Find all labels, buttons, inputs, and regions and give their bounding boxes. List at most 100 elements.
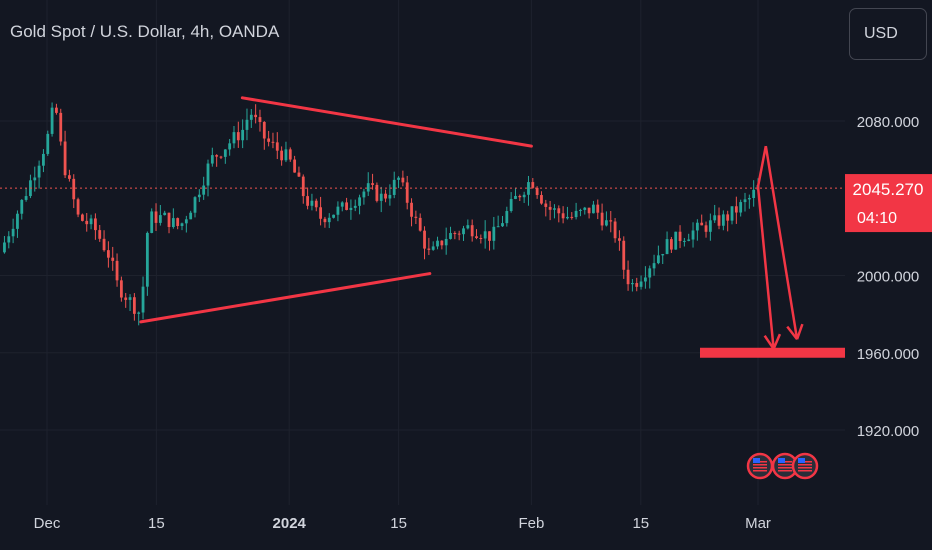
candle-body xyxy=(236,132,240,141)
candle-body xyxy=(184,219,188,224)
candle-body xyxy=(163,212,167,216)
candle-body xyxy=(674,231,678,250)
candle-body xyxy=(202,185,206,195)
candle-body xyxy=(150,211,154,233)
candle-body xyxy=(743,199,747,203)
horizontal-level-annotation[interactable] xyxy=(700,347,845,358)
candle-body xyxy=(734,206,738,213)
candle-body xyxy=(644,277,647,282)
candle-body xyxy=(726,214,730,221)
arrow-annotation[interactable] xyxy=(764,145,799,340)
arrowhead xyxy=(772,333,782,350)
arrowhead xyxy=(763,334,775,350)
candle-body xyxy=(449,233,452,239)
candle-body xyxy=(570,216,574,218)
candle-body xyxy=(583,207,587,210)
candle-body xyxy=(553,208,556,210)
candle-body xyxy=(176,218,180,226)
candle-body xyxy=(566,216,569,219)
candle-body xyxy=(721,214,725,226)
candle-body xyxy=(336,206,340,215)
candle-body xyxy=(7,236,11,243)
candle-body xyxy=(93,218,97,231)
last-price-tag xyxy=(845,174,932,233)
trendline-annotation[interactable] xyxy=(240,96,533,148)
candle-body xyxy=(700,222,704,226)
candle-body xyxy=(319,207,322,219)
candle-body xyxy=(730,206,734,221)
candle-body xyxy=(600,212,604,226)
candle-body xyxy=(145,232,149,287)
candle-body xyxy=(68,175,71,179)
candle-body xyxy=(704,225,708,232)
flag-stripe xyxy=(753,464,767,466)
candle-body xyxy=(397,177,400,180)
candle-body xyxy=(423,230,426,249)
flag-stripe xyxy=(753,470,767,472)
candle-body xyxy=(293,159,297,173)
candle-body xyxy=(648,268,652,278)
candle-body xyxy=(747,197,751,200)
candle-body xyxy=(527,182,530,195)
candle-body xyxy=(3,242,6,253)
candle-body xyxy=(505,211,509,224)
arrow-annotation[interactable] xyxy=(756,186,775,350)
flag-stripe xyxy=(798,464,812,466)
candle-body xyxy=(111,257,115,261)
candle-body xyxy=(59,112,63,142)
candle-body xyxy=(379,193,383,201)
candle-body xyxy=(262,121,266,139)
candle-body xyxy=(574,210,578,218)
us-flag-event-icon[interactable] xyxy=(746,452,774,480)
candle-body xyxy=(665,239,669,255)
candle-body xyxy=(124,297,128,300)
candle-body xyxy=(535,187,539,196)
candle-body xyxy=(691,230,695,240)
candle-body xyxy=(609,220,613,222)
candle-body xyxy=(522,194,526,198)
candle-body xyxy=(141,286,145,313)
candle-body xyxy=(436,240,439,247)
candle-body xyxy=(89,218,93,225)
candle-body xyxy=(509,198,513,212)
candle-body xyxy=(631,283,634,285)
candle-body xyxy=(158,215,162,223)
candle-body xyxy=(33,177,37,181)
candle-body xyxy=(440,240,444,246)
candle-body xyxy=(358,197,361,206)
y-axis-tick-label: 2080.000 xyxy=(857,114,920,131)
candle-body xyxy=(167,212,171,228)
candle-body xyxy=(613,221,617,239)
candle-body xyxy=(531,182,535,188)
x-axis-tick-label: Dec xyxy=(34,515,61,532)
candle-body xyxy=(713,215,717,221)
candle-body xyxy=(639,281,643,287)
trendline-annotation[interactable] xyxy=(139,272,432,324)
candle-body xyxy=(605,220,608,226)
candle-body xyxy=(362,191,366,198)
currency-button[interactable]: USD xyxy=(849,8,927,60)
x-axis-tick-label: Mar xyxy=(745,515,771,532)
us-flag-event-icon[interactable] xyxy=(791,452,819,480)
candle-body xyxy=(466,225,470,229)
candle-body xyxy=(154,211,158,223)
last-price-value: 2045.270 xyxy=(853,180,924,199)
candle-body xyxy=(618,238,621,241)
candle-body xyxy=(314,200,318,208)
candle-body xyxy=(384,193,387,199)
candle-body xyxy=(388,194,392,199)
arrow-connector[interactable] xyxy=(756,145,768,187)
candle-body xyxy=(137,312,141,314)
candle-body xyxy=(327,217,331,223)
candle-body xyxy=(418,217,422,231)
candle-body xyxy=(353,205,357,208)
candle-body xyxy=(11,228,15,237)
candle-body xyxy=(55,107,58,113)
candle-countdown: 04:10 xyxy=(857,210,897,227)
candle-body xyxy=(37,165,41,178)
candle-body xyxy=(561,213,565,219)
candle-body xyxy=(557,208,561,214)
flag-stripe xyxy=(778,470,792,472)
